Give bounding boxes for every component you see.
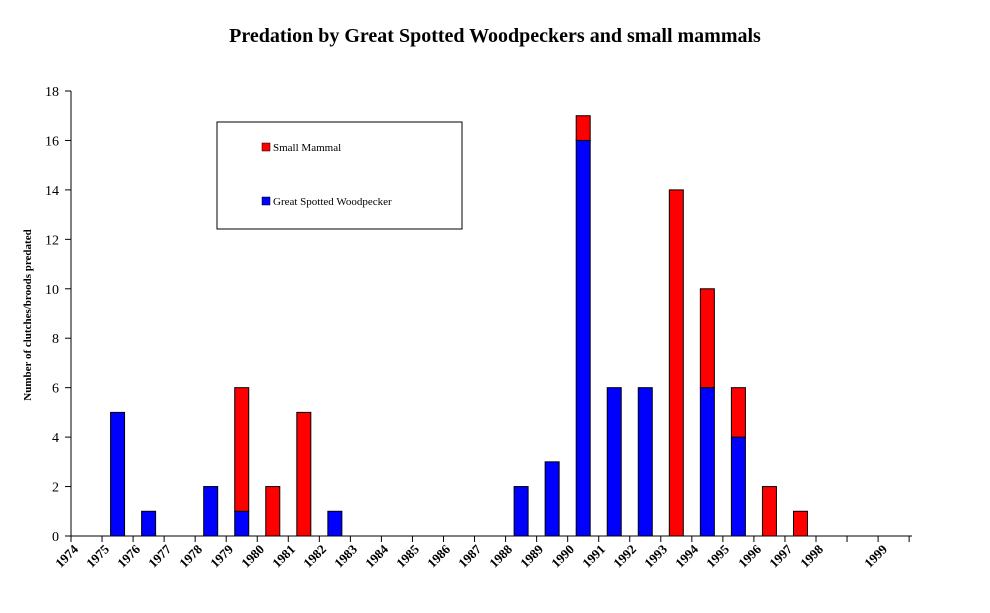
bar-small-mammal — [699, 288, 715, 389]
bar-woodpecker — [730, 436, 746, 537]
y-tick-label: 6 — [52, 382, 59, 397]
x-tick-label: 1993 — [641, 541, 670, 570]
x-tick-label: 1980 — [238, 542, 267, 571]
bar-small-mammal — [730, 387, 746, 438]
chart-title: Predation by Great Spotted Woodpeckers a… — [229, 25, 761, 47]
y-tick-label: 16 — [45, 134, 59, 149]
bar-woodpecker — [141, 510, 157, 537]
x-tick-label: 1994 — [672, 541, 701, 570]
x-tick-label: 1992 — [610, 542, 639, 571]
x-tick-label: 1984 — [362, 541, 391, 570]
legend-swatch — [261, 196, 271, 206]
x-tick-label: 1990 — [548, 542, 577, 571]
x-tick-label: 1996 — [735, 541, 764, 570]
x-tick-label: 1982 — [300, 542, 329, 571]
bar-small-mammal — [234, 387, 250, 512]
x-tick-label: 1987 — [455, 541, 484, 570]
y-tick-label: 12 — [45, 233, 59, 248]
bar-woodpecker — [544, 461, 560, 537]
bar-woodpecker — [327, 510, 343, 537]
bar-small-mammal — [296, 411, 312, 537]
x-tick-label: 1991 — [579, 542, 608, 571]
bar-woodpecker — [110, 411, 126, 537]
y-tick-label: 4 — [52, 431, 59, 446]
bar-woodpecker — [513, 486, 529, 537]
y-tick-label: 8 — [52, 332, 59, 347]
bar-small-mammal — [668, 189, 684, 537]
y-axis-label: Number of clutches/broods predated — [22, 229, 34, 401]
x-tick-label: 1998 — [797, 541, 826, 570]
bar-woodpecker — [203, 486, 219, 537]
x-tick-label: 1986 — [424, 541, 453, 570]
x-tick-label: 1983 — [331, 541, 360, 570]
x-tick-label: 1974 — [52, 541, 81, 570]
bar-woodpecker — [637, 387, 653, 537]
legend-label: Great Spotted Woodpecker — [273, 196, 392, 208]
x-tick-label: 1977 — [145, 541, 174, 570]
legend-label: Small Mammal — [273, 142, 341, 154]
y-tick-label: 0 — [52, 530, 59, 545]
bar-woodpecker — [699, 387, 715, 537]
legend-swatch — [261, 142, 271, 152]
bar-small-mammal — [761, 486, 777, 537]
legend-box — [216, 121, 463, 230]
x-tick-label: 1979 — [207, 541, 236, 570]
bar-woodpecker — [606, 387, 622, 537]
y-tick-label: 14 — [45, 184, 59, 199]
x-tick-label: 1976 — [114, 541, 143, 570]
y-tick-label: 10 — [45, 283, 59, 298]
x-tick-label: 1995 — [703, 541, 732, 570]
x-tick-label: 1978 — [176, 541, 205, 570]
bar-woodpecker — [575, 139, 591, 537]
x-tick-label: 1997 — [766, 541, 795, 570]
x-tick-label: 1985 — [393, 541, 422, 570]
bar-small-mammal — [265, 486, 281, 537]
bar-small-mammal — [792, 510, 808, 537]
bar-small-mammal — [575, 115, 591, 141]
y-tick-label: 2 — [52, 481, 59, 496]
y-tick-label: 18 — [45, 85, 59, 100]
x-tick-label: 1975 — [83, 541, 112, 570]
x-tick-label: 1988 — [486, 541, 515, 570]
x-tick-label: 1981 — [269, 542, 298, 571]
x-tick-label: 1999 — [861, 541, 890, 570]
bar-woodpecker — [234, 510, 250, 537]
x-tick-label: 1989 — [517, 541, 546, 570]
